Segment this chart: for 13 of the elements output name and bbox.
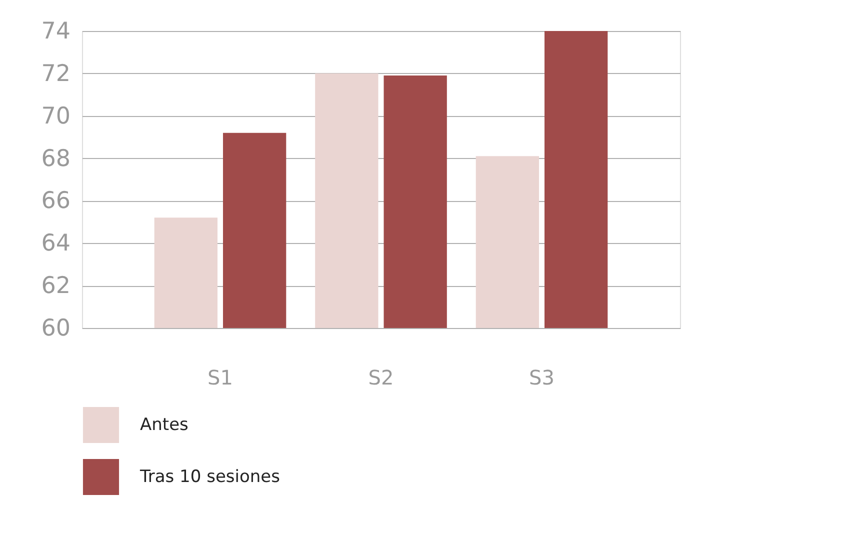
y-tick-label: 68: [41, 146, 70, 172]
y-tick-label: 74: [41, 18, 70, 44]
legend-label: Antes: [140, 415, 189, 435]
y-tick-label: 70: [41, 103, 70, 130]
y-tick-label: 60: [41, 316, 70, 342]
y-tick-label: 62: [41, 273, 70, 300]
y-tick-label: 66: [41, 188, 70, 214]
x-tick-label: S3: [529, 366, 554, 390]
y-tick-label: 72: [41, 60, 70, 87]
y-tick-label: 64: [41, 230, 70, 257]
x-tick-label: S1: [208, 366, 233, 390]
x-tick-label: S2: [368, 366, 394, 390]
legend-label: Tras 10 sesiones: [139, 467, 280, 487]
